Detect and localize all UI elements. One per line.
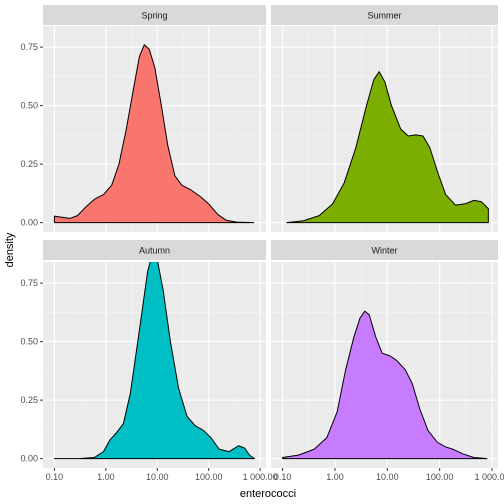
x-tick-label: 10.00 <box>146 472 169 482</box>
facet-label-autumn: Autumn <box>139 246 170 256</box>
facet-label-winter: Winter <box>371 246 397 256</box>
density-area-autumn <box>53 262 256 460</box>
y-tick-label: 0.50 <box>20 101 38 111</box>
y-tick-label: 0.25 <box>20 159 38 169</box>
y-tick-label: 0.50 <box>20 337 38 347</box>
y-axis-title: density <box>4 232 16 267</box>
density-area-summer <box>286 71 489 224</box>
x-tick-label: 1.00 <box>326 472 344 482</box>
x-tick-label: 1.00 <box>97 472 115 482</box>
facet-strip-summer <box>271 5 498 25</box>
x-tick-label: 1 000.00 <box>243 472 278 482</box>
y-tick-label: 0.00 <box>20 454 38 464</box>
facet-strip-winter <box>271 240 498 260</box>
gridlines-autumn <box>43 262 266 468</box>
facet-panels: Spring 0.00 0.25 0.50 0.75 Summer Autumn 0.00 0.… <box>20 5 504 482</box>
y-tick-label: 0.25 <box>20 395 38 405</box>
x-tick-label: 0.10 <box>46 472 64 482</box>
facet-label-spring: Spring <box>141 11 167 21</box>
facet-strip-autumn <box>43 240 266 260</box>
density-area-winter <box>282 310 488 460</box>
y-tick-label: 0.75 <box>20 278 38 288</box>
x-tick-label: 100.00 <box>195 472 223 482</box>
x-tick-label: 1 000.00 <box>475 472 504 482</box>
y-tick-label: 0.00 <box>20 218 38 228</box>
facet-strip-spring <box>43 5 266 25</box>
x-axis-title: enterococci <box>240 488 296 500</box>
facet-label-summer: Summer <box>367 11 401 21</box>
density-area-spring <box>53 44 255 224</box>
y-tick-label: 0.75 <box>20 42 38 52</box>
x-tick-label: 10.00 <box>376 472 399 482</box>
x-tick-label: 0.10 <box>274 472 292 482</box>
x-tick-label: 100.00 <box>426 472 454 482</box>
